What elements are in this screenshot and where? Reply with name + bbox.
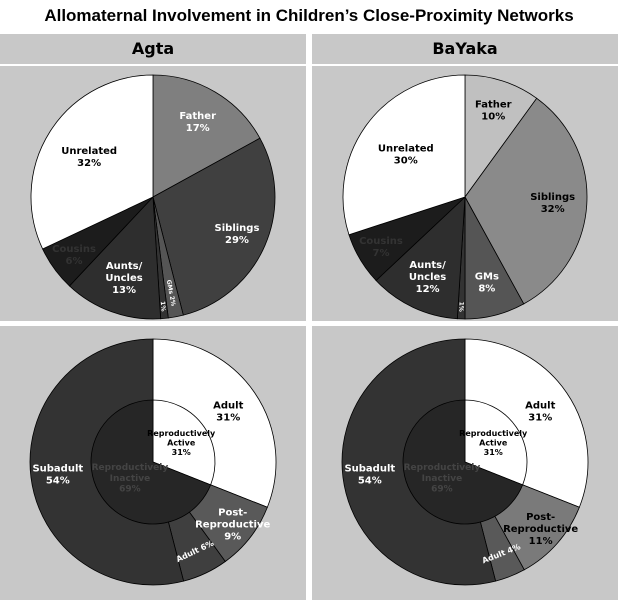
panel-agta-age: Adult 31% Post-Reproductive 9% Adult 6% Subad… bbox=[0, 326, 306, 600]
panel-bayaka-age: Adult 31% Post-Reproductive 11% Adult 4% Suba… bbox=[312, 326, 618, 600]
outer-label-adult-0: Adult 31% bbox=[213, 400, 243, 423]
pie-slice-unrelated-6 bbox=[342, 74, 466, 236]
panel-bayaka-kin: Father 10% Siblings 32% GMs 8% 1% Aunts/Uncles 1… bbox=[312, 66, 618, 321]
outer-label-post-reproductive-1: Post-Reproductive 11% bbox=[503, 512, 578, 547]
slice-label-cousins-5: Cousins 6% bbox=[52, 244, 96, 267]
inner-slice-reproductively-inactive-1 bbox=[402, 399, 524, 525]
slice-label-aunts-uncles-4: Aunts/Uncles 12% bbox=[409, 260, 446, 295]
column-header-agta: Agta bbox=[0, 34, 306, 64]
figure-title: Allomaternal Involvement in Children’s C… bbox=[44, 6, 574, 25]
inner-slice-reproductively-inactive-1 bbox=[90, 399, 212, 525]
outer-label-subadult-3: Subadult 54% bbox=[32, 464, 83, 487]
pie-slice-siblings-1 bbox=[152, 137, 276, 316]
inner-slice-reproductively-active-0 bbox=[152, 399, 216, 486]
pie-slice-aunts-uncles-4 bbox=[375, 196, 466, 320]
pie-chart-agta-kin: Father 17% Siblings 29% GMs 2%1% Aunts/Uncles… bbox=[30, 74, 276, 320]
pie-chart-bayaka-kin: Father 10% Siblings 32% GMs 8% 1% Aunts/Uncles 1… bbox=[342, 74, 588, 320]
pie-slice-aunts-uncles-4 bbox=[68, 196, 162, 320]
slice-label-unlabeled-3: 1% bbox=[457, 302, 464, 312]
slice-label-unrelated-6: Unrelated 32% bbox=[61, 146, 117, 169]
outer-label-post-reproductive-1: Post-Reproductive 9% bbox=[195, 507, 270, 542]
slice-label-gms-2: GMs 8% bbox=[475, 272, 499, 295]
inner-label-reproductively-inactive-1: Reproductively Inactive 69% bbox=[404, 463, 481, 495]
pie-slice-father-0 bbox=[152, 74, 261, 198]
slice-label-siblings-1: Siblings 32% bbox=[530, 192, 575, 215]
pie-slice-siblings-1 bbox=[464, 97, 588, 305]
column-header-bayaka: BaYaka bbox=[312, 34, 618, 64]
slice-label-unlabeled-3: 1% bbox=[159, 301, 167, 312]
donut-chart-bayaka-age: Adult 31%Post-Reproductive 11%Adult 4%Suba… bbox=[341, 338, 589, 586]
outer-label-subadult-3: Subadult 54% bbox=[344, 464, 395, 487]
inner-label-reproductively-active-0: Reproductively Active 31% bbox=[459, 429, 528, 457]
outer-label-adult-0: Adult 31% bbox=[525, 400, 555, 423]
slice-label-unrelated-6: Unrelated 30% bbox=[378, 143, 434, 166]
inner-label-reproductively-inactive-1: Reproductively Inactive 69% bbox=[92, 463, 169, 495]
slice-label-gms-2: GMs 2% bbox=[165, 279, 177, 307]
inner-slice-reproductively-active-0 bbox=[464, 399, 528, 486]
pie-slice-unrelated-6 bbox=[30, 74, 154, 250]
slice-label-father-0: Father 10% bbox=[475, 99, 512, 122]
slice-label-cousins-5: Cousins 7% bbox=[359, 236, 403, 259]
panel-agta-kin: Father 17% Siblings 29% GMs 2% 1% Aunts/Uncles… bbox=[0, 66, 306, 321]
slice-label-aunts-uncles-4: Aunts/Uncles 13% bbox=[105, 261, 142, 296]
pie-slice-father-0 bbox=[464, 74, 538, 199]
inner-label-reproductively-active-0: Reproductively Active 31% bbox=[147, 429, 216, 457]
donut-chart-agta-age: Adult 31%Post-Reproductive 9%Adult 6%Subad… bbox=[29, 338, 277, 586]
slice-label-siblings-1: Siblings 29% bbox=[215, 223, 260, 246]
slice-label-father-0: Father 17% bbox=[179, 111, 216, 134]
